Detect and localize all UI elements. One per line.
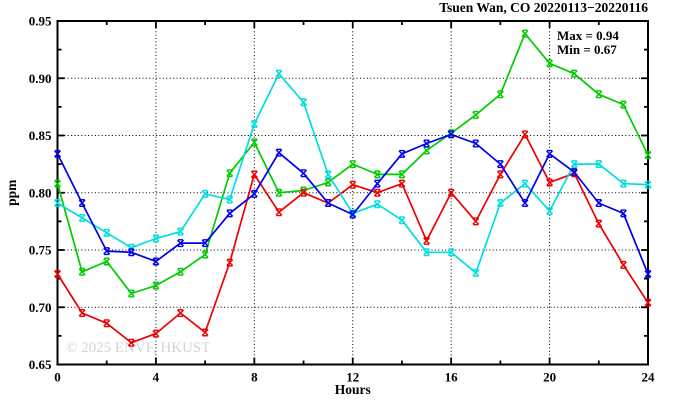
- series-markers-green: [54, 29, 652, 298]
- y-axis-tick-label: 0.95: [29, 14, 52, 29]
- chart-title: Tsuen Wan, CO 20220113−20220116: [439, 0, 648, 15]
- x-axis-tick-label: 0: [54, 370, 61, 385]
- x-axis-tick-label: 24: [642, 370, 656, 385]
- x-axis-tick-label: 16: [445, 370, 459, 385]
- x-axis-tick-label: 12: [346, 370, 359, 385]
- y-axis-tick-label: 0.80: [29, 185, 52, 200]
- series-line-red: [56, 133, 649, 344]
- y-axis-tick-label: 0.85: [29, 128, 52, 143]
- annotation-min: Min = 0.67: [557, 42, 617, 57]
- y-axis-tick-label: 0.75: [29, 243, 52, 258]
- series-markers-cyan: [54, 69, 652, 277]
- x-axis-tick-label: 4: [153, 370, 160, 385]
- y-axis-title: ppm: [4, 179, 19, 206]
- y-axis-tick-label: 0.90: [29, 71, 52, 86]
- watermark-text: © 2025 ENVF, HKUST: [66, 340, 210, 356]
- y-axis-tick-label: 0.65: [29, 357, 52, 372]
- annotation-max: Max = 0.94: [557, 28, 619, 43]
- x-axis-tick-label: 20: [543, 370, 556, 385]
- x-axis-title: Hours: [335, 382, 371, 397]
- series-markers-blue: [54, 130, 652, 279]
- x-axis-tick-label: 8: [251, 370, 258, 385]
- y-axis-tick-label: 0.70: [29, 300, 52, 315]
